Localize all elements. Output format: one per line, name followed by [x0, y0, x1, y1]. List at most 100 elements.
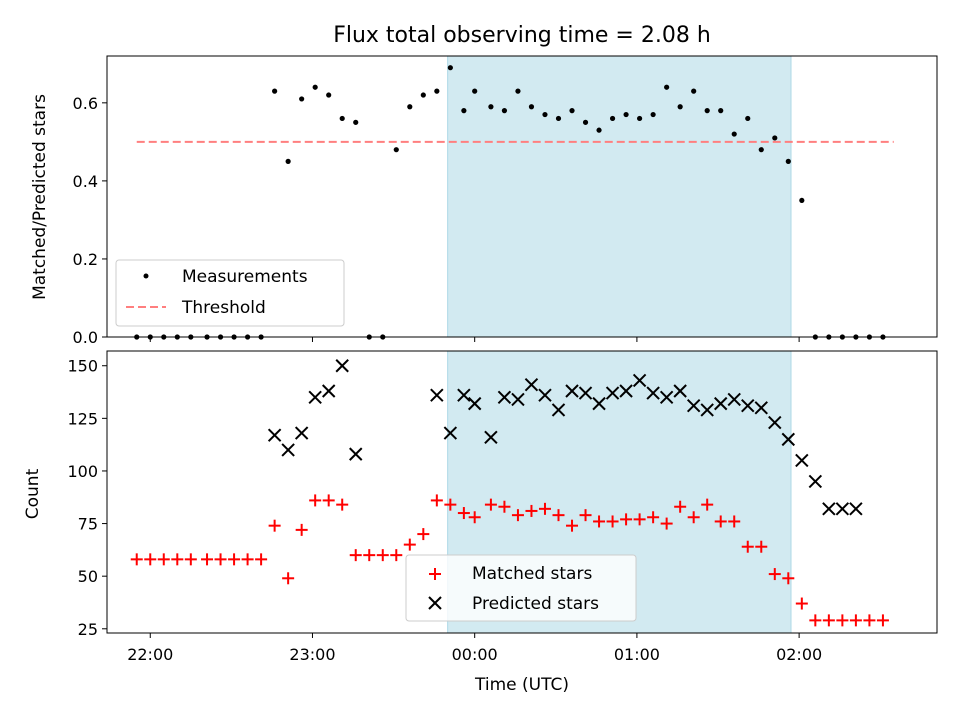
- measurement-point: [772, 135, 778, 141]
- predicted-stars-point: [267, 428, 282, 442]
- predicted-stars-point: [308, 390, 322, 405]
- measurement-point: [461, 108, 467, 114]
- measurement-point: [472, 88, 478, 94]
- measurement-point: [272, 88, 278, 94]
- predicted-stars-point: [592, 396, 606, 411]
- matched-stars-point: [876, 614, 889, 627]
- matched-stars-point: [498, 500, 511, 513]
- matched-stars-point: [836, 614, 849, 627]
- measurement-point: [718, 108, 724, 114]
- x-axis-label: Time (UTC): [474, 675, 569, 695]
- predicted-stars-point: [673, 384, 687, 398]
- measurement-point: [393, 147, 399, 153]
- predicted-stars-point: [849, 502, 863, 516]
- matched-stars-point: [309, 494, 322, 507]
- x-tick-label: 01:00: [614, 645, 660, 664]
- measurement-point: [434, 88, 440, 94]
- matched-stars-point: [363, 549, 376, 562]
- matched-stars-point: [647, 511, 660, 524]
- predicted-stars-point: [781, 432, 796, 447]
- predicted-stars-point: [659, 390, 674, 405]
- measurement-point: [758, 147, 764, 153]
- matched-stars-point: [633, 513, 646, 526]
- predicted-stars-point: [619, 384, 633, 398]
- legend-measurements-label: Measurements: [182, 267, 308, 287]
- predicted-stars-point: [741, 399, 755, 413]
- bottom-y-ticks: 25 50 75 100 125 150: [67, 357, 107, 639]
- matched-stars-point: [390, 549, 403, 562]
- matched-stars-point: [538, 502, 551, 515]
- y-tick-label: 75: [78, 515, 98, 534]
- predicted-stars-point: [632, 373, 647, 388]
- measurement-point: [407, 104, 413, 110]
- matched-stars-point: [552, 509, 565, 522]
- measurement-point: [609, 115, 616, 122]
- matched-stars-point: [282, 572, 295, 585]
- predicted-stars-point: [605, 386, 620, 400]
- matched-stars-point: [157, 553, 170, 566]
- measurement-point: [704, 108, 710, 114]
- matched-stars-point: [674, 500, 687, 513]
- matched-stars-point: [403, 538, 416, 551]
- matched-stars-point: [566, 519, 579, 532]
- measurement-point: [582, 119, 589, 125]
- matched-stars-point: [863, 614, 876, 627]
- measurement-point: [745, 115, 751, 122]
- matched-stars-point: [295, 523, 308, 536]
- y-tick-label: 25: [78, 620, 98, 639]
- bottom-x-ticks: 22:00 23:00 00:00 01:00 02:00: [127, 633, 822, 664]
- measurement-point: [312, 84, 318, 90]
- predicted-stars-point: [430, 388, 444, 402]
- top-legend: Measurements Threshold: [115, 259, 345, 327]
- measurement-point: [299, 96, 305, 102]
- y-tick-label: 50: [78, 567, 98, 586]
- x-tick-label: 00:00: [452, 645, 498, 664]
- matched-stars-point: [606, 515, 619, 528]
- matched-stars-point: [687, 511, 700, 524]
- legend-threshold-label: Threshold: [181, 298, 266, 318]
- measurement-point: [285, 158, 291, 164]
- predicted-stars-point: [497, 390, 512, 405]
- matched-stars-point: [822, 614, 835, 627]
- measurement-point: [353, 119, 359, 125]
- predicted-stars-point: [768, 415, 782, 430]
- predicted-stars-point: [795, 453, 809, 468]
- predicted-stars-point: [646, 386, 660, 400]
- matched-stars-point: [144, 553, 157, 566]
- x-tick-label: 23:00: [289, 645, 335, 664]
- measurement-point: [650, 111, 656, 118]
- measurement-point: [555, 115, 562, 122]
- matched-stars-point: [214, 553, 227, 566]
- matched-stars-point: [336, 498, 349, 511]
- matched-stars-point: [755, 540, 768, 553]
- predicted-stars-point: [321, 384, 336, 398]
- x-tick-label: 22:00: [127, 645, 173, 664]
- top-panel: 0.0 0.2 0.4 0.6 Matched/Predicted stars Mea…: [30, 55, 938, 347]
- top-shaded-span: [447, 55, 792, 338]
- legend-measurements-marker: [143, 273, 149, 279]
- matched-stars-point: [620, 513, 633, 526]
- measurement-point: [488, 104, 494, 110]
- predicted-stars-point: [335, 359, 349, 373]
- top-legend-box: [115, 259, 345, 327]
- y-tick-label: 0.4: [73, 172, 98, 191]
- predicted-stars-point: [700, 403, 714, 417]
- predicted-stars-point: [511, 392, 525, 407]
- matched-stars-point: [741, 540, 754, 553]
- y-tick-label: 0.6: [73, 94, 98, 113]
- matched-stars-point: [728, 515, 741, 528]
- measurement-point: [528, 104, 535, 110]
- measurement-point: [542, 111, 548, 118]
- measurement-point: [420, 92, 426, 98]
- matched-stars-point: [809, 614, 822, 627]
- predicted-stars-point: [551, 403, 566, 417]
- matched-stars-point: [184, 553, 197, 566]
- measurement-point: [691, 88, 697, 94]
- matched-stars-point: [714, 515, 727, 528]
- measurement-point: [569, 108, 575, 114]
- matched-stars-point: [228, 553, 241, 566]
- matched-stars-point: [171, 553, 184, 566]
- bottom-axes-frame: [106, 350, 938, 634]
- bottom-panel: 25 50 75 100 125 150 22:00 23:00 00:00 01:00 02:0…: [23, 350, 938, 695]
